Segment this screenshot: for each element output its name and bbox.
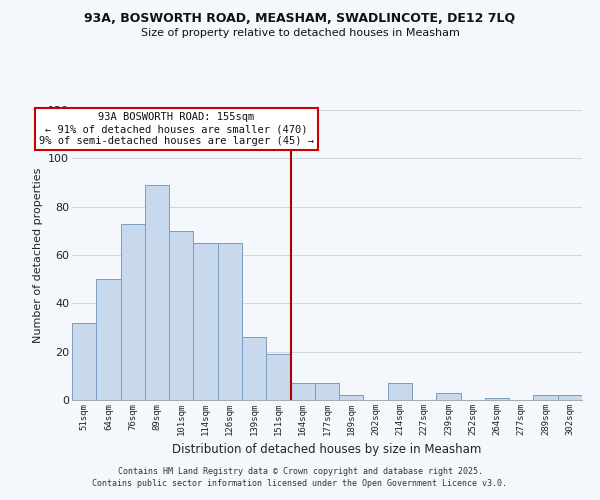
Bar xyxy=(169,231,193,400)
Bar xyxy=(558,395,582,400)
Text: Contains HM Land Registry data © Crown copyright and database right 2025.
Contai: Contains HM Land Registry data © Crown c… xyxy=(92,466,508,487)
Bar xyxy=(72,322,96,400)
Text: 93A, BOSWORTH ROAD, MEASHAM, SWADLINCOTE, DE12 7LQ: 93A, BOSWORTH ROAD, MEASHAM, SWADLINCOTE… xyxy=(85,12,515,26)
Bar xyxy=(533,395,558,400)
Bar xyxy=(485,398,509,400)
Bar xyxy=(193,243,218,400)
Bar xyxy=(315,383,339,400)
Bar xyxy=(145,185,169,400)
Text: 93A BOSWORTH ROAD: 155sqm
← 91% of detached houses are smaller (470)
9% of semi-: 93A BOSWORTH ROAD: 155sqm ← 91% of detac… xyxy=(39,112,314,146)
Text: Size of property relative to detached houses in Measham: Size of property relative to detached ho… xyxy=(140,28,460,38)
Bar xyxy=(218,243,242,400)
Bar xyxy=(290,383,315,400)
Bar xyxy=(121,224,145,400)
Bar xyxy=(339,395,364,400)
Bar xyxy=(266,354,290,400)
X-axis label: Distribution of detached houses by size in Measham: Distribution of detached houses by size … xyxy=(172,444,482,456)
Y-axis label: Number of detached properties: Number of detached properties xyxy=(32,168,43,342)
Bar xyxy=(96,279,121,400)
Bar xyxy=(242,337,266,400)
Bar xyxy=(436,393,461,400)
Bar xyxy=(388,383,412,400)
